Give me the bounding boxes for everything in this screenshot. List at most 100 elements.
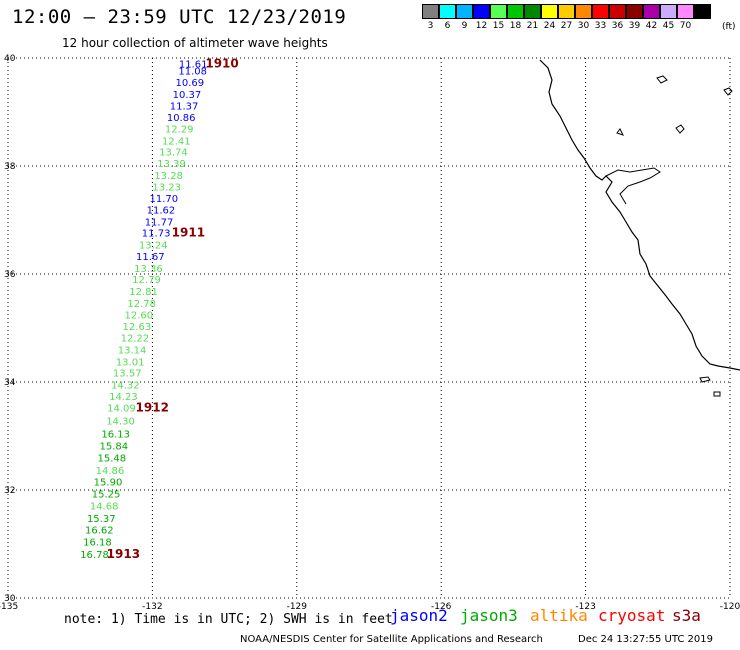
- scale-swatch: [694, 4, 711, 19]
- scale-label: 45: [662, 21, 675, 31]
- swh-value-label: 11.62: [147, 206, 176, 217]
- page-title: 12:00 – 23:59 UTC 12/23/2019: [12, 6, 347, 28]
- scale-swatch: [507, 4, 524, 19]
- lon-tick-label: -135: [0, 602, 18, 612]
- lon-tick-label: -120: [720, 602, 740, 612]
- swh-value-label: 12.41: [162, 136, 191, 147]
- lon-tick-label: -126: [431, 602, 452, 612]
- map-grid: [7, 57, 731, 599]
- lon-tick-label: -129: [287, 602, 308, 612]
- page-subtitle: 12 hour collection of altimeter wave hei…: [62, 36, 328, 50]
- san-francisco-bay: [605, 167, 661, 205]
- swh-value-label: 16.78: [80, 550, 109, 561]
- legend-cryosat: cryosat: [598, 606, 666, 625]
- lon-tick-label: -123: [575, 602, 595, 612]
- swh-value-label: 11.67: [136, 252, 165, 263]
- swh-value-label: 13.14: [118, 345, 147, 356]
- time-label: 1913: [107, 547, 140, 561]
- swh-value-label: 15.25: [92, 490, 121, 501]
- lat-tick-label: 32: [4, 486, 15, 496]
- swh-value-label: 11.37: [170, 101, 199, 112]
- wave-observations: 11.6111.0810.6910.3711.3710.8612.2912.41…: [80, 60, 207, 561]
- scale-swatch: [490, 4, 507, 19]
- lat-tick-label: 40: [4, 54, 16, 64]
- lat-tick-label: 30: [4, 594, 16, 604]
- swh-value-label: 12.78: [127, 299, 156, 310]
- scale-swatch: [626, 4, 643, 19]
- scale-swatch: [524, 4, 541, 19]
- scale-label: 18: [509, 21, 522, 31]
- time-label: 1911: [172, 226, 205, 240]
- swh-value-label: 16.62: [85, 526, 114, 537]
- scale-label: 33: [594, 21, 607, 31]
- swh-value-label: 16.18: [83, 538, 112, 549]
- scale-swatch: [439, 4, 456, 19]
- swh-value-label: 13.36: [134, 264, 163, 275]
- scale-label: 27: [560, 21, 573, 31]
- lat-tick-label: 38: [4, 162, 16, 172]
- legend-altika: altika: [530, 606, 588, 625]
- scale-swatch: [660, 4, 677, 19]
- swh-value-label: 11.77: [145, 217, 174, 228]
- scale-label: 42: [645, 21, 658, 31]
- swh-value-label: 13.23: [152, 182, 181, 193]
- axis-tick-labels: -135 -132 -129 -126 -123 -120 30 32 34 36 38 40: [0, 54, 740, 612]
- scale-swatch: [575, 4, 592, 19]
- swh-value-label: 14.09: [107, 404, 136, 415]
- scale-label: 12: [475, 21, 488, 31]
- scale-swatch: [422, 4, 439, 19]
- color-scale: 3 6 9 12 15 18 21 24 27 30 33 36 39 42 45 70: [422, 4, 711, 31]
- time-label: 1912: [136, 401, 169, 415]
- legend-s3a: s3a: [672, 606, 701, 625]
- scale-swatch: [541, 4, 558, 19]
- scale-label: 3: [427, 21, 434, 31]
- scale-swatch: [677, 4, 694, 19]
- california-coastline: [539, 59, 740, 371]
- swh-value-label: 14.68: [90, 501, 119, 512]
- coastline: [539, 59, 740, 397]
- scale-label: 24: [543, 21, 556, 31]
- scale-swatch: [558, 4, 575, 19]
- swh-value-label: 12.81: [129, 287, 158, 298]
- swh-value-label: 16.13: [101, 430, 130, 441]
- time-label: 1910: [205, 57, 238, 71]
- swh-value-label: 15.37: [87, 514, 116, 525]
- scale-swatch: [473, 4, 490, 19]
- scale-label: 15: [492, 21, 505, 31]
- swh-value-label: 12.29: [165, 125, 194, 136]
- scale-label: 6: [444, 21, 451, 31]
- island-1: [656, 75, 668, 84]
- lat-tick-label: 36: [4, 270, 16, 280]
- swh-value-label: 14.32: [111, 380, 140, 391]
- swh-value-label: 10.86: [167, 113, 196, 124]
- swh-value-label: 11.73: [142, 229, 171, 240]
- island-4: [723, 87, 733, 96]
- swh-value-label: 13.39: [157, 159, 186, 170]
- swh-value-label: 11.08: [178, 67, 207, 78]
- scale-label: 36: [611, 21, 624, 31]
- swh-value-label: 12.79: [132, 275, 161, 286]
- island-3: [616, 128, 624, 136]
- color-scale-labels: 3 6 9 12 15 18 21 24 27 30 33 36 39 42 45 70: [422, 21, 711, 31]
- swh-value-label: 11.61: [179, 60, 208, 71]
- swh-value-label: 13.24: [139, 241, 168, 252]
- swh-value-label: 15.84: [99, 442, 128, 453]
- credits: NOAA/NESDIS Center for Satellite Applica…: [240, 634, 543, 645]
- swh-value-label: 12.63: [123, 322, 152, 333]
- swh-value-label: 15.90: [94, 478, 123, 489]
- swh-value-label: 12.22: [121, 334, 150, 345]
- swh-value-label: 11.70: [150, 194, 179, 205]
- legend-jason3: jason3: [460, 606, 518, 625]
- legend-jason2: jason2: [390, 606, 448, 625]
- swh-value-label: 10.69: [176, 78, 205, 89]
- color-scale-swatches: [422, 4, 711, 19]
- scale-label: 30: [577, 21, 590, 31]
- swh-value-label: 14.23: [109, 392, 138, 403]
- timestamp: Dec 24 13:27:55 UTC 2019: [578, 634, 713, 645]
- swh-value-label: 14.30: [106, 417, 135, 428]
- swh-value-label: 13.57: [113, 369, 142, 380]
- scale-label: 70: [679, 21, 692, 31]
- island-2: [675, 124, 685, 134]
- lat-tick-label: 34: [4, 378, 16, 388]
